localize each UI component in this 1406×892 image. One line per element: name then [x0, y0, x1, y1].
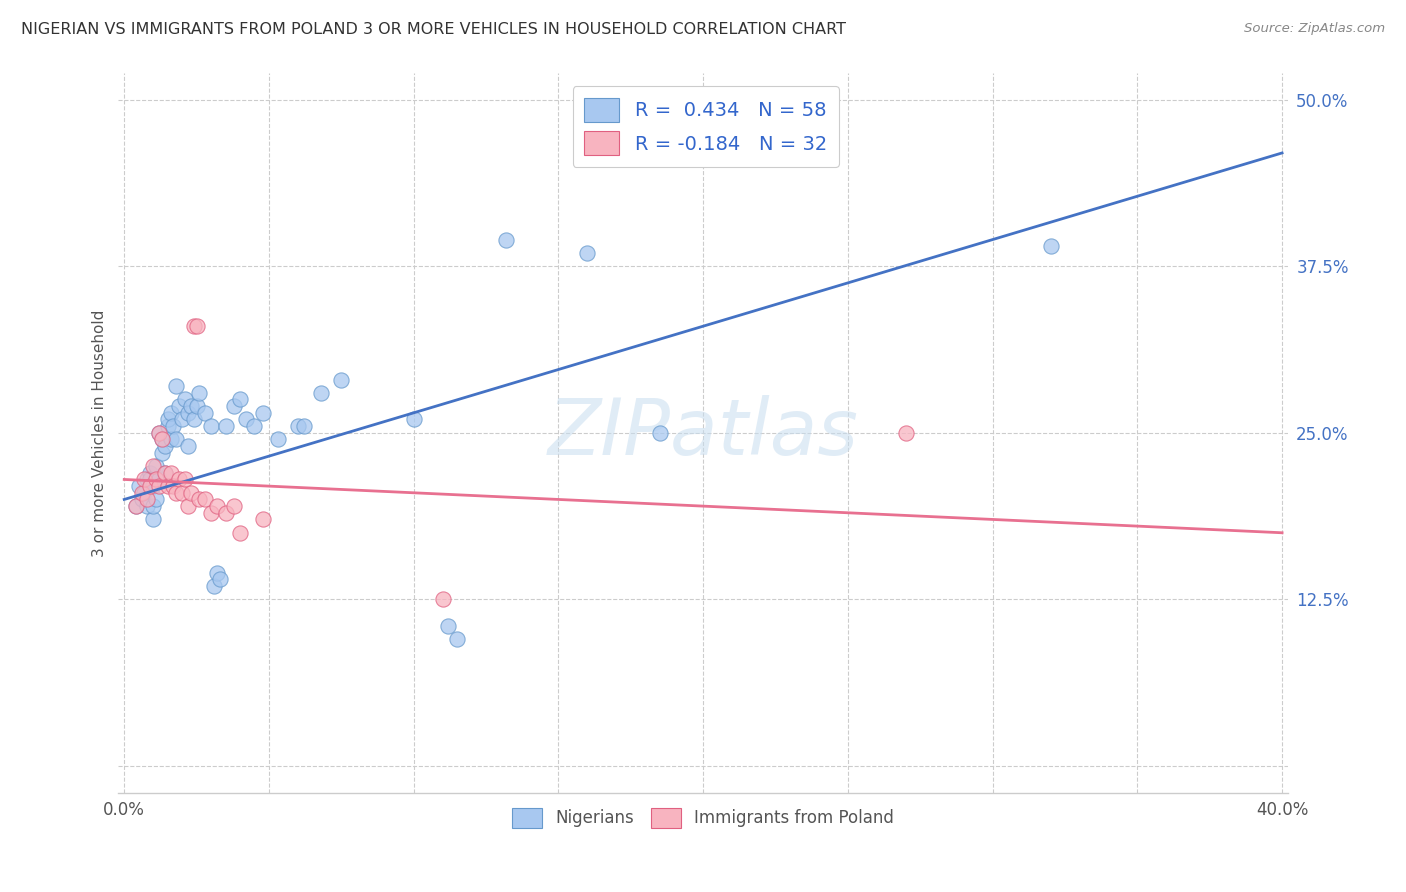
Point: [136, 499, 159, 513]
Point: [145, 459, 167, 474]
Point: [1039, 239, 1062, 253]
Point: [205, 499, 228, 513]
Point: [243, 419, 266, 434]
Point: [156, 479, 179, 493]
Point: [136, 473, 159, 487]
Point: [194, 406, 217, 420]
Point: [576, 246, 599, 260]
Point: [131, 485, 153, 500]
Point: [159, 406, 181, 420]
Point: [142, 479, 165, 493]
Point: [172, 412, 194, 426]
Point: [177, 499, 200, 513]
Point: [229, 525, 252, 540]
Point: [148, 425, 170, 440]
Point: [183, 319, 205, 334]
Point: [224, 399, 246, 413]
Point: [148, 425, 170, 440]
Point: [188, 492, 211, 507]
Point: [156, 419, 179, 434]
Point: [309, 385, 332, 400]
Point: [125, 499, 148, 513]
Point: [202, 579, 225, 593]
Point: [172, 485, 194, 500]
Point: [139, 473, 162, 487]
Legend: Nigerians, Immigrants from Poland: Nigerians, Immigrants from Poland: [506, 801, 901, 835]
Point: [214, 419, 236, 434]
Point: [165, 485, 187, 500]
Point: [142, 512, 165, 526]
Point: [145, 473, 167, 487]
Point: [180, 399, 202, 413]
Point: [131, 492, 153, 507]
Point: [162, 479, 184, 493]
Point: [153, 439, 176, 453]
Text: NIGERIAN VS IMMIGRANTS FROM POLAND 3 OR MORE VEHICLES IN HOUSEHOLD CORRELATION C: NIGERIAN VS IMMIGRANTS FROM POLAND 3 OR …: [21, 22, 846, 37]
Text: Source: ZipAtlas.com: Source: ZipAtlas.com: [1244, 22, 1385, 36]
Point: [156, 412, 179, 426]
Point: [159, 466, 181, 480]
Point: [186, 319, 208, 334]
Point: [188, 385, 211, 400]
Point: [432, 592, 454, 607]
Point: [200, 506, 222, 520]
Point: [446, 632, 468, 647]
Point: [162, 419, 184, 434]
Point: [200, 419, 222, 434]
Point: [402, 412, 425, 426]
Point: [148, 479, 170, 493]
Point: [165, 433, 187, 447]
Point: [186, 399, 208, 413]
Point: [495, 233, 517, 247]
Point: [177, 406, 200, 420]
Point: [145, 492, 167, 507]
Point: [134, 485, 156, 500]
Point: [174, 392, 197, 407]
Y-axis label: 3 or more Vehicles in Household: 3 or more Vehicles in Household: [93, 310, 107, 557]
Point: [136, 492, 159, 507]
Point: [894, 425, 917, 440]
Point: [139, 466, 162, 480]
Point: [167, 399, 190, 413]
Point: [235, 412, 257, 426]
Point: [150, 446, 173, 460]
Point: [174, 473, 197, 487]
Point: [134, 473, 156, 487]
Point: [648, 425, 671, 440]
Point: [165, 379, 187, 393]
Point: [194, 492, 217, 507]
Point: [150, 433, 173, 447]
Point: [287, 419, 309, 434]
Point: [437, 619, 460, 633]
Point: [205, 566, 228, 580]
Point: [128, 479, 150, 493]
Point: [183, 412, 205, 426]
Point: [159, 433, 181, 447]
Point: [142, 459, 165, 474]
Point: [330, 372, 353, 386]
Point: [180, 485, 202, 500]
Point: [153, 466, 176, 480]
Point: [214, 506, 236, 520]
Point: [266, 433, 288, 447]
Point: [208, 573, 231, 587]
Point: [177, 439, 200, 453]
Point: [153, 466, 176, 480]
Point: [142, 499, 165, 513]
Point: [224, 499, 246, 513]
Point: [139, 479, 162, 493]
Point: [292, 419, 315, 434]
Point: [229, 392, 252, 407]
Text: ZIPatlas: ZIPatlas: [548, 395, 859, 471]
Point: [150, 433, 173, 447]
Point: [252, 512, 274, 526]
Point: [167, 473, 190, 487]
Point: [148, 473, 170, 487]
Point: [125, 499, 148, 513]
Point: [252, 406, 274, 420]
